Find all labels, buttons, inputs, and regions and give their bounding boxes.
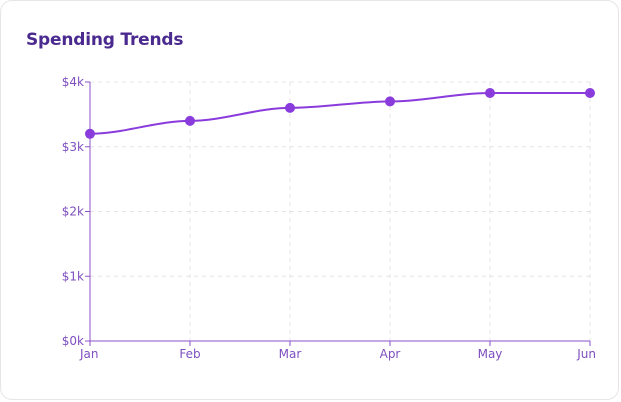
y-tick-label: $3k (62, 140, 84, 154)
series-group (85, 88, 595, 139)
x-tick-label: Feb (179, 347, 200, 361)
data-point (85, 128, 95, 139)
y-tick-label: $0k (62, 334, 84, 348)
x-tick-label: Apr (380, 347, 401, 361)
data-point (185, 115, 195, 126)
y-tick-label: $4k (62, 75, 84, 89)
y-tick-label: $2k (62, 205, 84, 219)
chart-title: Spending Trends (26, 30, 184, 50)
data-point (385, 96, 395, 107)
series-line (89, 92, 590, 135)
grid-lines (90, 81, 591, 341)
x-tick-label: Mar (279, 347, 302, 361)
x-tick-labels: Jan Feb Mar Apr May Jun (79, 347, 596, 361)
axes (85, 81, 591, 346)
y-tick-labels: $0k $1k $2k $3k $4k (62, 75, 84, 348)
x-tick-label: Jun (576, 347, 596, 361)
data-point (485, 88, 495, 99)
data-point (285, 102, 295, 113)
x-tick-label: May (478, 347, 503, 361)
x-tick-label: Jan (79, 347, 99, 361)
data-point (585, 88, 595, 99)
y-tick-label: $1k (62, 269, 84, 283)
